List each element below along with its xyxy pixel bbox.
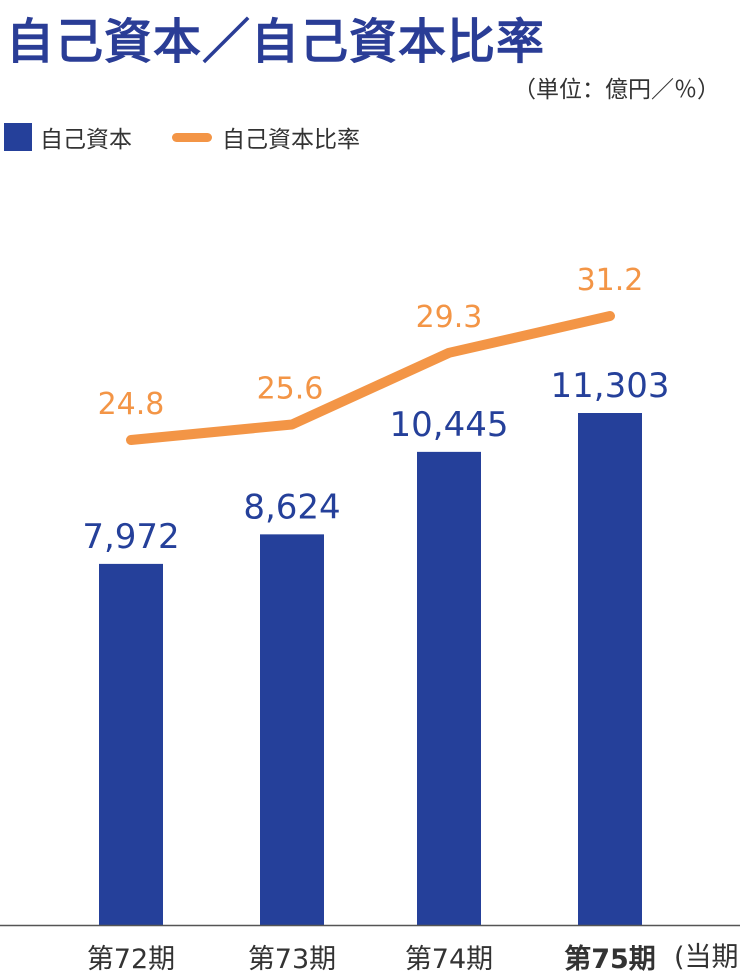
legend-label-equity: 自己資本	[40, 127, 132, 153]
bar-2	[260, 534, 324, 925]
bar-4	[578, 413, 642, 925]
ratio-value-label-4: 31.2	[577, 263, 644, 298]
ratio-value-label-2: 25.6	[257, 372, 324, 407]
bar-3	[417, 451, 481, 925]
legend-bar-swatch	[4, 123, 32, 151]
chart-title: 自己資本／自己資本比率	[6, 14, 546, 70]
ratio-value-label-3: 29.3	[416, 300, 483, 335]
unit-note: （単位：億円／％）	[513, 77, 720, 103]
x-tick-label-4: 第75期	[564, 943, 656, 975]
ratio-line	[126, 311, 615, 445]
legend-line-swatch	[172, 132, 212, 142]
x-tick-label-2: 第73期	[248, 944, 336, 975]
current-period-note: (当期)	[674, 942, 740, 973]
bar-value-label-4: 11,303	[551, 366, 670, 406]
bar-value-label-3: 10,445	[390, 405, 509, 445]
bar-value-label-1: 7,972	[82, 517, 179, 557]
bar-value-label-2: 8,624	[243, 487, 340, 527]
legend: 自己資本 自己資本比率	[4, 120, 360, 154]
x-tick-label-1: 第72期	[87, 944, 175, 975]
legend-label-ratio: 自己資本比率	[222, 127, 360, 153]
x-tick-label-3: 第74期	[405, 944, 493, 975]
bar-1	[99, 563, 163, 925]
ratio-value-label-1: 24.8	[98, 387, 165, 422]
